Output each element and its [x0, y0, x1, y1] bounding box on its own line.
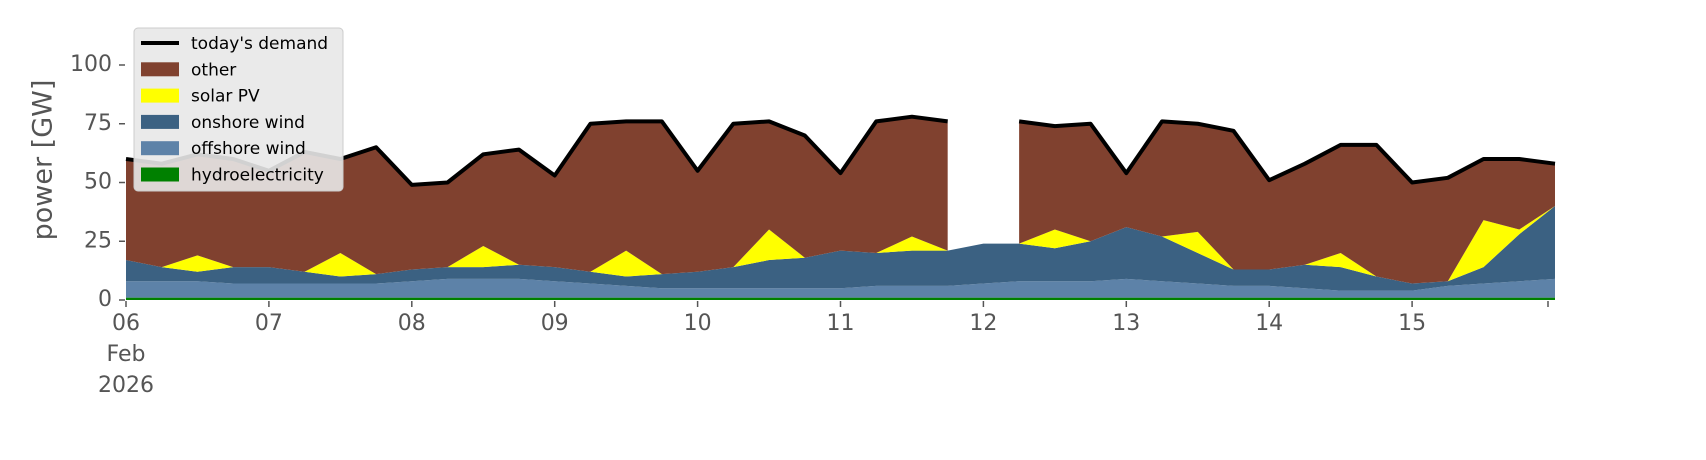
x-tick-label: 12 — [969, 311, 997, 336]
legend: today's demand other solar PV onshore wind o… — [133, 27, 344, 192]
legend-patch — [141, 62, 179, 77]
legend-label: today's demand — [191, 34, 328, 54]
area — [126, 297, 1555, 300]
x-tick-label: 10 — [684, 311, 712, 336]
legend-patch — [141, 114, 179, 129]
x-tick-label: 14 — [1255, 311, 1283, 336]
legend-patch — [141, 88, 179, 103]
y-tick-label: 50 — [84, 170, 112, 195]
x-tick-label: 09 — [541, 311, 569, 336]
y-axis-label: power [GW] — [28, 80, 59, 241]
y-tick-label: 25 — [84, 228, 112, 253]
x-tick-label: 08 — [398, 311, 426, 336]
legend-label: other — [191, 60, 236, 80]
x-tick-label: 11 — [827, 311, 855, 336]
legend-patch — [141, 141, 179, 156]
y-tick-label: 0 — [98, 287, 112, 312]
legend-label: offshore wind — [191, 139, 306, 159]
x-tick-label: 06 Feb 2026 — [98, 311, 154, 398]
y-tick-label: 75 — [84, 111, 112, 136]
legend-label: hydroelectricity — [191, 166, 324, 186]
legend-box — [133, 27, 344, 192]
legend-patch — [141, 167, 179, 182]
area — [126, 206, 1555, 284]
area — [126, 116, 1555, 284]
legend-label: solar PV — [191, 87, 260, 107]
area — [126, 206, 1555, 291]
y-tick-label: 100 — [70, 52, 112, 77]
x-tick-label: 07 — [255, 311, 283, 336]
x-tick-label: 15 — [1398, 311, 1426, 336]
legend-label: onshore wind — [191, 113, 305, 133]
x-tick-label: 13 — [1112, 311, 1140, 336]
